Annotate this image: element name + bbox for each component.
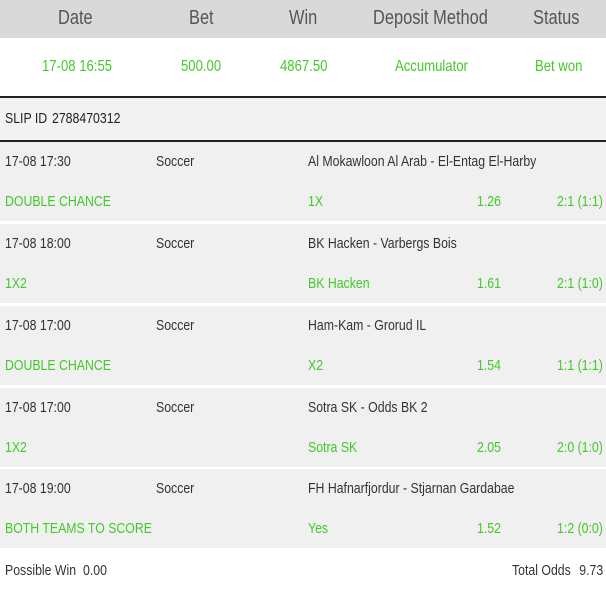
selection-sport: Soccer (156, 480, 195, 497)
selection-item: 17-08 17:00 Soccer Ham-Kam - Grorud IL D… (0, 306, 606, 387)
selection-result: 2:1 (1:1) (557, 193, 603, 210)
selection-sport: Soccer (156, 235, 195, 252)
selection-match: Ham-Kam - Grorud IL (308, 317, 427, 334)
selection-item: 17-08 19:00 Soccer FH Hafnarfjordur - St… (0, 469, 606, 550)
selection-odds: 1.26 (477, 193, 501, 210)
summary-date: 17-08 16:55 (42, 58, 113, 75)
selection-item: 17-08 17:00 Soccer Sotra SK - Odds BK 2 … (0, 388, 606, 469)
selection-item: 17-08 18:00 Soccer BK Hacken - Varbergs … (0, 224, 606, 305)
selection-odds: 1.52 (477, 520, 501, 537)
selection-result: 1:1 (1:1) (557, 357, 603, 374)
selection-item: 17-08 17:30 Soccer Al Mokawloon Al Arab … (0, 142, 606, 223)
selection-match: BK Hacken - Varbergs Bois (308, 235, 457, 252)
selection-result: 2:1 (1:0) (557, 275, 603, 292)
selection-datetime: 17-08 17:00 (5, 317, 71, 334)
selection-sport: Soccer (156, 399, 195, 416)
selection-datetime: 17-08 18:00 (5, 235, 71, 252)
slip-id-label: SLIP ID (5, 110, 48, 127)
summary-method: Accumulator (395, 58, 468, 75)
selection-result: 2:0 (1:0) (557, 439, 603, 456)
summary-bet: 500.00 (181, 58, 222, 75)
selection-odds: 2.05 (477, 439, 501, 456)
summary-win: 4867.50 (280, 58, 328, 75)
total-odds-value: 9.73 (579, 562, 603, 579)
status-badge: Bet won (535, 58, 583, 75)
selection-match: Sotra SK - Odds BK 2 (308, 399, 428, 416)
bet-summary-row[interactable]: 17-08 16:55 500.00 4867.50 Accumulator B… (0, 38, 606, 96)
header-bet: Bet (189, 7, 214, 29)
table-header: Date Bet Win Deposit Method Status (0, 0, 606, 38)
selection-market: 1X2 (5, 275, 27, 292)
selection-pick: Yes (308, 520, 329, 537)
selection-pick: X2 (308, 357, 324, 374)
selection-datetime: 17-08 17:00 (5, 399, 71, 416)
selection-datetime: 17-08 19:00 (5, 480, 71, 497)
possible-win-label: Possible Win (5, 562, 77, 579)
selection-market: DOUBLE CHANCE (5, 357, 111, 374)
selection-sport: Soccer (156, 317, 195, 334)
selection-datetime: 17-08 17:30 (5, 153, 71, 170)
slip-footer: Possible Win 0.00 Total Odds 9.73 (0, 550, 606, 598)
selection-market: DOUBLE CHANCE (5, 193, 111, 210)
selection-market: BOTH TEAMS TO SCORE (5, 520, 152, 537)
header-date: Date (58, 7, 93, 29)
selection-sport: Soccer (156, 153, 195, 170)
selection-odds: 1.54 (477, 357, 501, 374)
selection-pick: 1X (308, 193, 324, 210)
slip-id-value: 2788470312 (52, 110, 121, 127)
selection-match: Al Mokawloon Al Arab - El-Entag El-Harby (308, 153, 537, 170)
slip-id-row: SLIP ID 2788470312 (0, 96, 606, 142)
selection-pick: BK Hacken (308, 275, 370, 292)
selection-odds: 1.61 (477, 275, 501, 292)
selection-pick: Sotra SK (308, 439, 358, 456)
header-win: Win (289, 7, 318, 29)
selection-result: 1:2 (0:0) (557, 520, 603, 537)
possible-win-value: 0.00 (83, 562, 107, 579)
header-status: Status (533, 7, 580, 29)
total-odds-label: Total Odds (512, 562, 571, 579)
selection-match: FH Hafnarfjordur - Stjarnan Gardabae (308, 480, 515, 497)
header-deposit-method: Deposit Method (373, 7, 488, 29)
selection-market: 1X2 (5, 439, 27, 456)
